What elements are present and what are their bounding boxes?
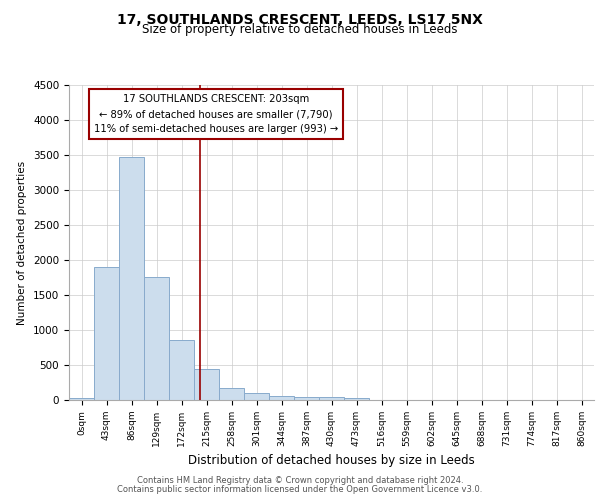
Bar bbox=[169, 340, 194, 400]
Bar bbox=[319, 397, 344, 400]
Bar bbox=[344, 398, 369, 400]
Text: Contains HM Land Registry data © Crown copyright and database right 2024.: Contains HM Land Registry data © Crown c… bbox=[137, 476, 463, 485]
Bar bbox=[144, 277, 169, 400]
Text: 17, SOUTHLANDS CRESCENT, LEEDS, LS17 5NX: 17, SOUTHLANDS CRESCENT, LEEDS, LS17 5NX bbox=[117, 12, 483, 26]
Text: Size of property relative to detached houses in Leeds: Size of property relative to detached ho… bbox=[142, 22, 458, 36]
X-axis label: Distribution of detached houses by size in Leeds: Distribution of detached houses by size … bbox=[188, 454, 475, 468]
Bar bbox=[119, 157, 144, 400]
Bar bbox=[69, 398, 94, 400]
Text: 17 SOUTHLANDS CRESCENT: 203sqm
← 89% of detached houses are smaller (7,790)
11% : 17 SOUTHLANDS CRESCENT: 203sqm ← 89% of … bbox=[94, 94, 338, 134]
Y-axis label: Number of detached properties: Number of detached properties bbox=[17, 160, 28, 324]
Text: Contains public sector information licensed under the Open Government Licence v3: Contains public sector information licen… bbox=[118, 485, 482, 494]
Bar bbox=[244, 392, 269, 400]
Bar bbox=[219, 388, 244, 400]
Bar bbox=[269, 396, 294, 400]
Bar bbox=[194, 368, 219, 400]
Bar bbox=[294, 397, 319, 400]
Bar bbox=[94, 267, 119, 400]
